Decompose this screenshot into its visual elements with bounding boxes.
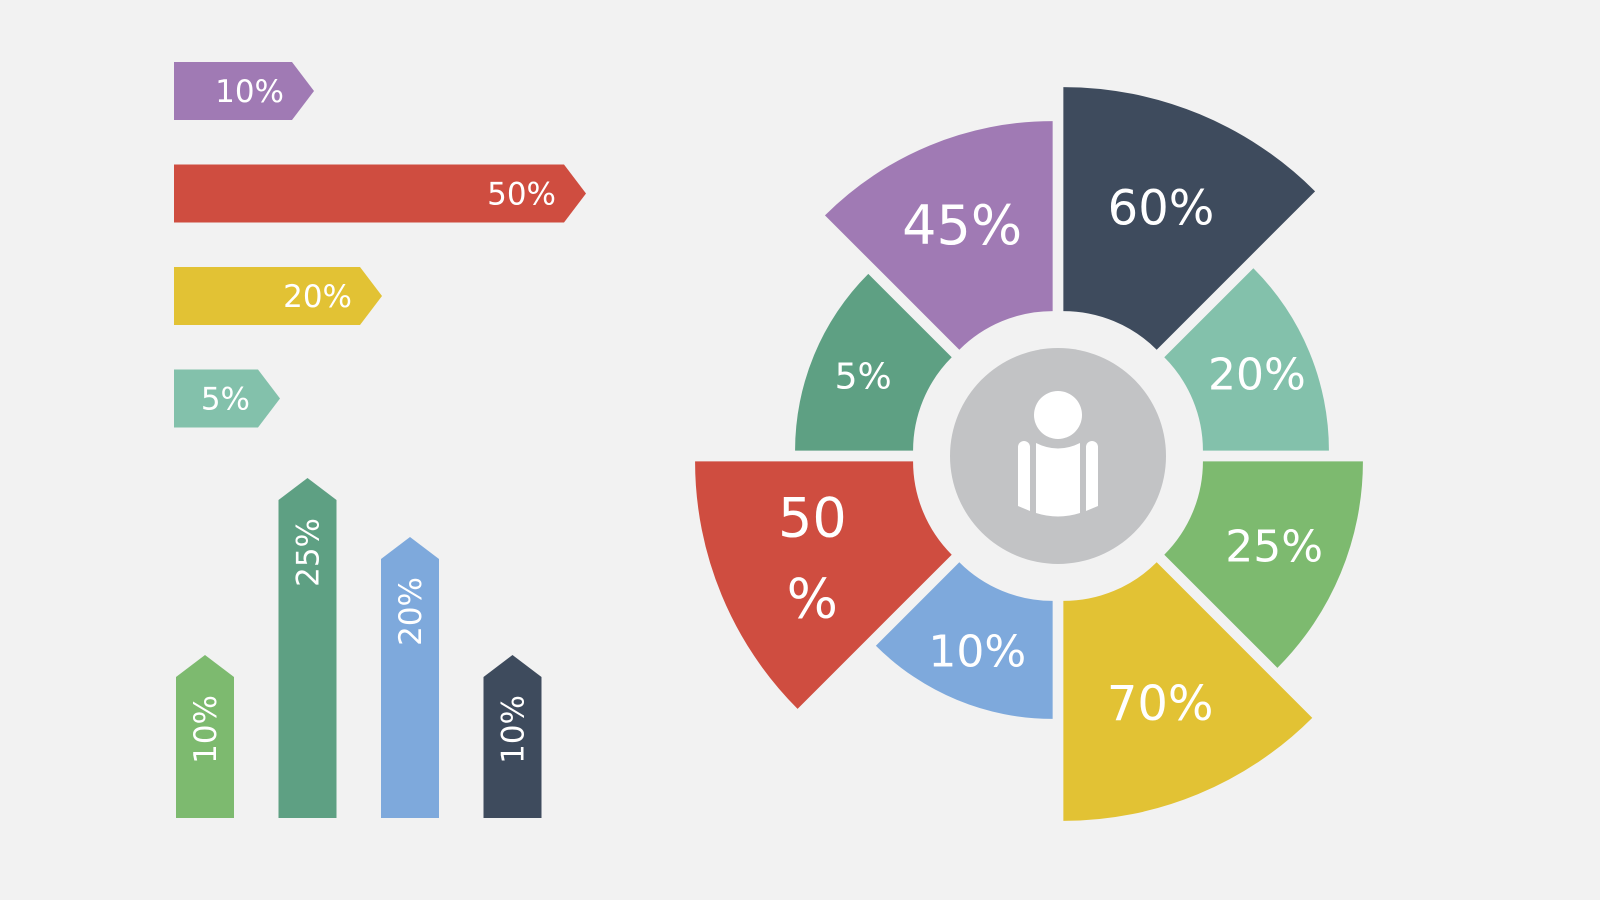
radial-segment-label: 20% [1208, 349, 1306, 400]
radial-segment [1164, 268, 1329, 451]
radial-segment [695, 461, 952, 709]
radial-segment-label: 25% [1225, 521, 1323, 572]
radial-segment [1063, 87, 1316, 350]
hbar-value-label: 5% [201, 382, 250, 418]
radial-segment [875, 562, 1053, 719]
hbar-value-label: 50% [487, 177, 556, 213]
vbar-arrow [278, 478, 337, 818]
vbar-arrow [381, 537, 439, 818]
radial-segment-label: 70% [1107, 676, 1214, 732]
radial-segment [795, 273, 952, 451]
radial-segment-label: 45% [902, 194, 1022, 257]
horizontal-bar-chart: 10% 50% 20% 5% [174, 62, 586, 428]
radial-segment-label: 50 [778, 487, 847, 550]
vbar-arrow [483, 655, 542, 818]
vbar-value-label: 25% [291, 518, 327, 587]
radial-segment [1164, 461, 1363, 668]
radial-segment-label: 10% [928, 627, 1026, 678]
vbar-arrow [176, 655, 234, 818]
hbar-arrow [174, 62, 314, 120]
hbar-value-label: 10% [215, 74, 284, 110]
vertical-bar-chart: 10% 25% 20% 10% [176, 478, 542, 818]
radial-segment-label: 5% [835, 356, 892, 397]
hbar-value-label: 20% [283, 279, 352, 315]
hbar-arrow [174, 369, 280, 428]
vbar-value-label: 10% [188, 695, 224, 764]
radial-segment-label: % [787, 568, 838, 631]
radial-segment-label: 60% [1108, 181, 1215, 237]
hbar-arrow [174, 164, 586, 223]
radial-segment [824, 121, 1053, 350]
hbar-arrow [174, 267, 382, 325]
vbar-value-label: 10% [496, 695, 532, 764]
person-icon [1018, 391, 1098, 517]
radial-segment-chart: 60% 20% 25% 70% 10% 50% 5% 45% [695, 87, 1363, 821]
vbar-value-label: 20% [393, 577, 429, 646]
radial-segment [1063, 562, 1313, 821]
